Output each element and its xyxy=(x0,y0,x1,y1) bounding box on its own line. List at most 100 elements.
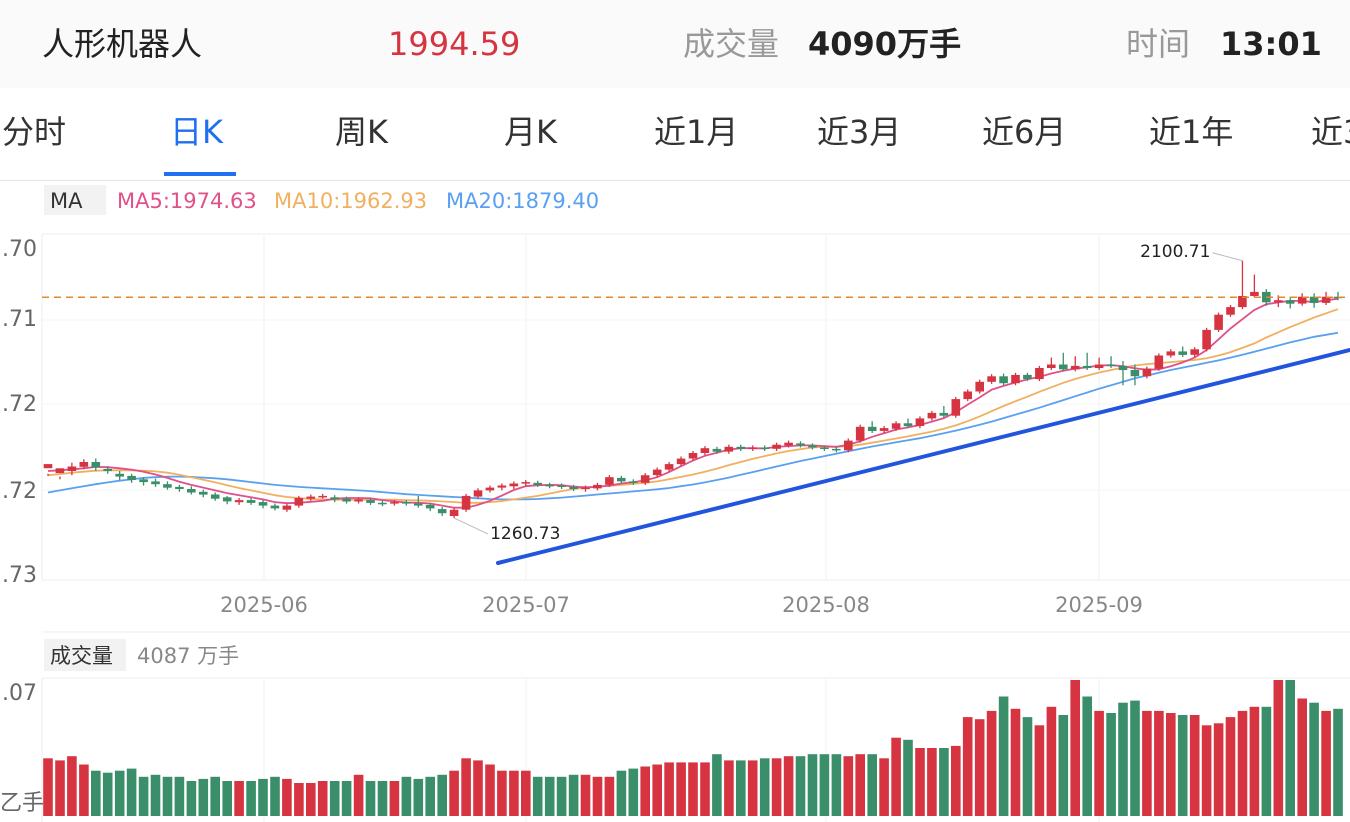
tab-3-years[interactable]: 近3 xyxy=(1311,113,1350,151)
volume-bar xyxy=(174,776,185,816)
candle-up xyxy=(473,490,483,497)
volume-bar xyxy=(532,776,543,816)
trend-line xyxy=(496,348,1350,565)
volume-bar xyxy=(150,774,161,816)
candle-down xyxy=(115,473,124,477)
candle-up xyxy=(1070,365,1080,370)
candle-down xyxy=(1130,370,1140,377)
candle-up xyxy=(485,487,495,491)
volume-bar xyxy=(986,710,997,816)
candle-up xyxy=(1202,329,1211,350)
candle-up xyxy=(748,447,757,449)
candle-up xyxy=(234,500,244,503)
candle-up xyxy=(975,381,984,392)
volume-bar xyxy=(186,781,197,816)
candle-up xyxy=(1214,314,1223,330)
ma5-legend: MA5:1974.63 xyxy=(117,189,257,213)
volume-bar xyxy=(1189,715,1200,816)
volume-bar xyxy=(91,770,101,816)
volume-bar xyxy=(759,758,770,816)
low-marker-leader xyxy=(453,517,489,535)
volume-bar xyxy=(437,774,447,816)
tab-monthly-k[interactable]: 月K xyxy=(504,113,557,151)
tab-1-month[interactable]: 近1月 xyxy=(654,113,739,151)
kline-chart[interactable]: MA MA5:1974.63 MA10:1962.93 MA20:1879.40… xyxy=(0,180,1350,822)
volume-bar xyxy=(616,770,627,816)
candle-up xyxy=(664,464,674,470)
candle-down xyxy=(91,462,101,468)
candle-up xyxy=(1047,364,1056,368)
volume-legend-tag-bg xyxy=(44,639,126,671)
volume-bar xyxy=(1058,715,1069,816)
candle-down xyxy=(270,505,280,509)
candle-down xyxy=(1059,364,1068,370)
tab-6-months[interactable]: 近6月 xyxy=(982,113,1067,151)
volume-bar xyxy=(329,781,340,816)
volume-bar xyxy=(640,766,650,816)
candle-down xyxy=(1178,351,1187,355)
volume-bar xyxy=(365,781,376,816)
volume-bar xyxy=(341,781,352,816)
candle-up xyxy=(509,483,519,487)
volume-bar xyxy=(771,758,782,816)
volume-bar xyxy=(783,756,794,816)
volume-bar xyxy=(126,768,137,816)
candle-up xyxy=(1250,291,1259,296)
volume-bar xyxy=(676,762,686,816)
volume-bar xyxy=(102,772,113,816)
candle-up xyxy=(306,496,316,499)
candle-up xyxy=(282,505,292,510)
candle-up xyxy=(55,468,65,474)
volume-bar xyxy=(962,717,973,816)
candle-down xyxy=(139,479,148,483)
volume-y-tick-label: 乙手 xyxy=(0,791,44,816)
candle-up xyxy=(1094,364,1104,368)
candle-down xyxy=(187,489,196,493)
candle-up xyxy=(652,469,662,476)
tab-intraday[interactable]: 分时 xyxy=(2,113,67,151)
volume-bar xyxy=(353,774,364,816)
volume-bar xyxy=(485,764,495,816)
volume-bar xyxy=(1010,708,1021,816)
volume-bar xyxy=(1082,696,1092,816)
candle-up xyxy=(951,399,961,416)
candle-down xyxy=(1285,300,1295,304)
y-tick-label: .72 xyxy=(2,479,37,504)
candle-up xyxy=(461,495,471,510)
ma10-line xyxy=(47,308,1339,504)
candle-up xyxy=(521,482,531,484)
candle-up xyxy=(891,423,901,429)
candle-down xyxy=(342,498,351,502)
volume-bar xyxy=(556,776,567,816)
candle-up xyxy=(593,484,602,489)
candle-up xyxy=(1142,368,1152,377)
volume-bar xyxy=(306,783,316,816)
volume-bar xyxy=(628,768,639,816)
volume-bar xyxy=(1166,713,1176,816)
volume-legend-tag: 成交量 xyxy=(50,644,113,668)
volume-bar xyxy=(1261,706,1272,816)
volume-bar xyxy=(939,748,949,816)
candle-down xyxy=(712,448,722,452)
volume-bar xyxy=(747,760,758,816)
volume-bar xyxy=(389,781,400,816)
volume-bar xyxy=(1070,680,1080,816)
active-tab-indicator xyxy=(164,172,236,176)
tab-1-year[interactable]: 近1年 xyxy=(1149,113,1234,151)
volume-bar xyxy=(1225,717,1236,816)
tab-3-months[interactable]: 近3月 xyxy=(817,113,902,151)
candle-down xyxy=(210,494,220,499)
candle-down xyxy=(629,481,638,483)
ma10-legend: MA10:1962.93 xyxy=(274,189,427,213)
tab-daily-k[interactable]: 日K xyxy=(170,113,223,151)
volume-bar xyxy=(1309,702,1319,816)
volume-bar xyxy=(1106,713,1116,816)
volume-bar xyxy=(1297,698,1307,816)
volume-y-tick-label: .07 xyxy=(2,681,37,706)
candle-down xyxy=(808,445,817,448)
candle-up xyxy=(772,444,781,449)
volume-bar xyxy=(568,774,579,816)
tab-weekly-k[interactable]: 周K xyxy=(335,113,388,151)
volume-bar xyxy=(1118,702,1128,816)
candle-down xyxy=(1309,296,1319,303)
